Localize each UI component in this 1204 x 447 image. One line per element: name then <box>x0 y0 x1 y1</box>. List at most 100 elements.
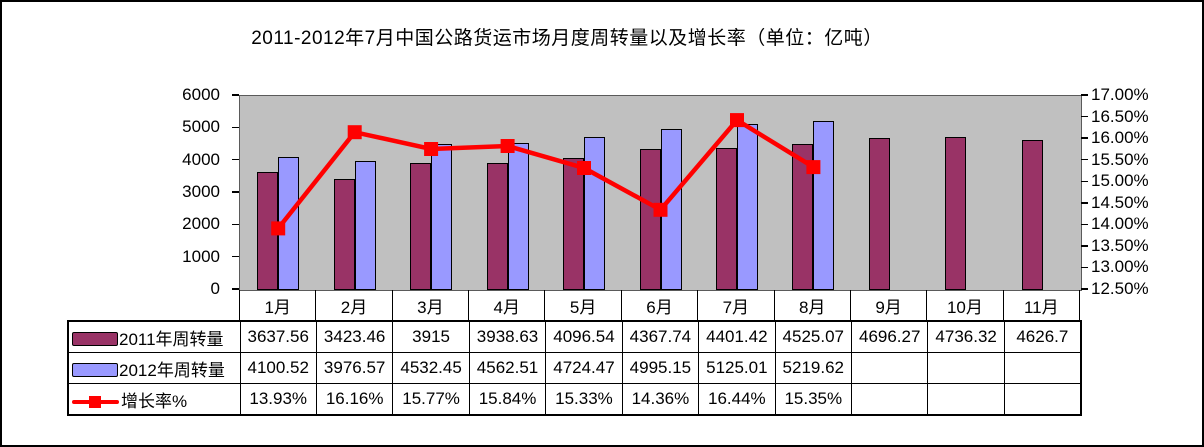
axis-tick <box>1081 245 1088 247</box>
table-cell-2012年周转量-7月: 5125.01 <box>698 352 776 384</box>
right-axis-label: 16.50% <box>1091 106 1149 126</box>
growth-marker-4月 <box>500 139 515 153</box>
month-label-8月: 8月 <box>773 290 850 320</box>
legend-swatch-2011年周转量 <box>72 331 118 346</box>
bar-2011年周转量-7月 <box>716 147 737 290</box>
axis-tick <box>1081 137 1088 139</box>
row-label: 2011年周转量 <box>119 329 224 349</box>
growth-line <box>276 117 815 230</box>
right-axis-label: 13.00% <box>1091 257 1149 277</box>
left-axis-label: 0 <box>210 279 220 298</box>
growth-marker-8月 <box>806 160 821 175</box>
month-label-6月: 6月 <box>620 290 697 320</box>
axis-tick <box>232 255 239 258</box>
right-axis-label: 15.50% <box>1091 149 1149 169</box>
axis-tick <box>232 94 239 96</box>
bar-2011年周转量-9月 <box>868 138 890 290</box>
table-cell-增长率%-11月 <box>1003 383 1082 416</box>
table-cell-2012年周转量-9月 <box>850 352 929 384</box>
right-axis-label: 14.50% <box>1091 192 1149 212</box>
table-cell-增长率%-6月: 14.36% <box>621 383 700 416</box>
right-axis-label: 13.50% <box>1091 235 1149 255</box>
table-cell-2012年周转量-11月 <box>1003 352 1082 384</box>
month-label-5月: 5月 <box>544 290 620 320</box>
table-cell-2011年周转量-3月: 3915 <box>392 320 470 353</box>
table-cell-2012年周转量-8月: 5219.62 <box>774 352 853 384</box>
bar-2012年周转量-4月 <box>507 142 529 290</box>
bar-2011年周转量-8月 <box>792 143 814 290</box>
month-label-7月: 7月 <box>697 290 773 320</box>
bar-2011年周转量-2月 <box>333 179 355 290</box>
bar-2011年周转量-6月 <box>639 148 661 290</box>
bar-2012年周转量-3月 <box>431 143 453 290</box>
table-cell-2012年周转量-2月: 3976.57 <box>315 352 394 384</box>
month-label-4月: 4月 <box>468 290 544 320</box>
right-axis-label: 14.00% <box>1091 214 1149 234</box>
axis-tick <box>1081 158 1088 161</box>
row-label: 2012年周转量 <box>119 360 225 380</box>
table-cell-2011年周转量-2月: 3423.46 <box>315 320 394 353</box>
axis-tick <box>1081 94 1088 96</box>
left-axis-label: 1000 <box>182 246 220 266</box>
growth-marker-3月 <box>424 142 439 156</box>
table-cell-2011年周转量-8月: 4525.07 <box>774 320 853 353</box>
table-row-2012年周转量: 2012年周转量 4100.52 3976.57 4532.45 4562.51 4724… <box>67 352 1082 384</box>
table-cell-2011年周转量-4月: 3938.63 <box>468 320 547 353</box>
bar-2011年周转量-5月 <box>563 157 584 290</box>
row-header-增长率%: 增长率% <box>67 383 241 416</box>
month-label-9月: 9月 <box>849 290 926 320</box>
legend-marker <box>89 395 101 408</box>
bar-2012年周转量-2月 <box>354 161 376 290</box>
left-axis-label: 2000 <box>182 214 220 234</box>
table-row-增长率%: 增长率% 13.93% 16.16% 15.77% 15.84% 15.33% 14.36%… <box>67 383 1082 416</box>
right-axis-label: 16.00% <box>1091 128 1149 148</box>
table-cell-2011年周转量-11月: 4626.7 <box>1003 320 1082 353</box>
axis-tick <box>1081 288 1088 290</box>
axis-tick <box>1081 202 1088 204</box>
month-label-3月: 3月 <box>391 290 468 320</box>
table-row-2011年周转量: 2011年周转量 3637.56 3423.46 3915 3938.63 4096.54… <box>67 320 1082 353</box>
axis-tick <box>232 191 239 193</box>
axis-tick <box>232 288 239 290</box>
axis-tick <box>1081 180 1088 182</box>
month-label-10月: 10月 <box>926 290 1002 320</box>
table-cell-增长率%-2月: 16.16% <box>315 383 394 416</box>
table-cell-2011年周转量-6月: 4367.74 <box>621 320 700 353</box>
table-cell-2012年周转量-5月: 4724.47 <box>545 352 623 384</box>
table-cell-增长率%-5月: 15.33% <box>545 383 623 416</box>
plot-area <box>239 95 1082 291</box>
row-header-2011年周转量: 2011年周转量 <box>67 320 241 353</box>
month-label-2月: 2月 <box>315 290 391 320</box>
left-axis-label: 6000 <box>182 85 220 104</box>
left-axis-label: 3000 <box>182 182 220 201</box>
table-cell-2011年周转量-7月: 4401.42 <box>698 320 776 353</box>
table-cell-2012年周转量-6月: 4995.15 <box>621 352 700 384</box>
axis-tick <box>1081 223 1088 226</box>
table-cell-增长率%-8月: 15.35% <box>774 383 853 416</box>
right-axis-label: 15.00% <box>1091 171 1149 191</box>
axis-tick <box>1081 266 1088 269</box>
growth-marker-1月 <box>271 221 286 236</box>
row-header-2012年周转量: 2012年周转量 <box>67 352 241 384</box>
table-cell-增长率%-9月 <box>850 383 929 416</box>
bar-2011年周转量-3月 <box>410 163 432 290</box>
chart-title: 2011-2012年7月中国公路货运市场月度周转量以及增长率（单位：亿吨） <box>251 28 883 49</box>
left-axis-label: 4000 <box>182 149 220 169</box>
table-cell-2011年周转量-9月: 4696.27 <box>850 320 929 353</box>
axis-tick <box>232 158 239 161</box>
month-label-11月: 11月 <box>1002 290 1079 320</box>
table-cell-2011年周转量-5月: 4096.54 <box>545 320 623 353</box>
left-axis-label: 5000 <box>182 117 220 137</box>
table-cell-增长率%-4月: 15.84% <box>468 383 547 416</box>
table-cell-2011年周转量-1月: 3637.56 <box>239 320 317 353</box>
right-axis-label: 17.00% <box>1091 85 1149 104</box>
axis-tick <box>1081 115 1088 118</box>
growth-line-layer <box>271 113 821 236</box>
growth-marker-5月 <box>577 161 591 175</box>
growth-marker-2月 <box>347 125 362 140</box>
axis-tick <box>232 223 239 226</box>
bar-2011年周转量-10月 <box>945 136 967 290</box>
table-cell-2012年周转量-1月: 4100.52 <box>239 352 317 384</box>
table-cell-2012年周转量-4月: 4562.51 <box>468 352 547 384</box>
growth-marker-6月 <box>653 202 668 217</box>
